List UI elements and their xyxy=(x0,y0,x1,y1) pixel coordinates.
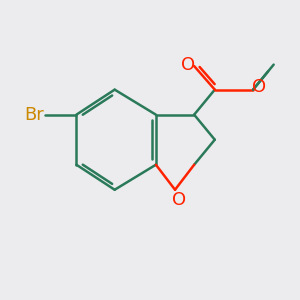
Text: Br: Br xyxy=(24,106,44,124)
Text: O: O xyxy=(252,78,266,96)
Text: O: O xyxy=(181,56,195,74)
Text: O: O xyxy=(172,191,187,209)
